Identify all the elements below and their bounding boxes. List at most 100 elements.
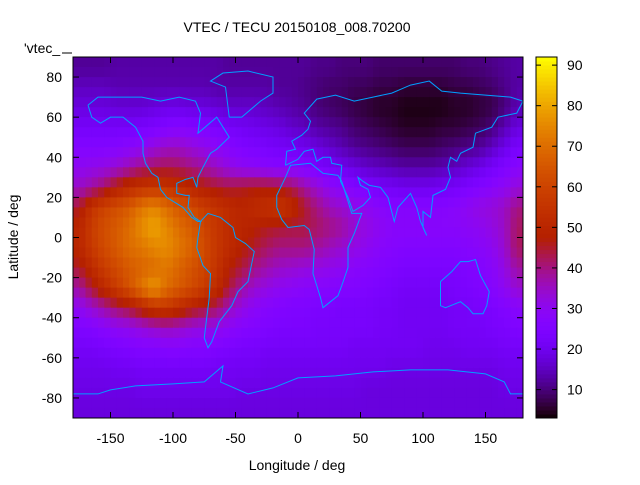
heatmap-cell xyxy=(248,107,255,118)
heatmap-cell xyxy=(173,297,180,309)
heatmap-cell xyxy=(373,367,380,379)
heatmap-cell xyxy=(366,147,374,158)
heatmap-cell xyxy=(266,337,274,349)
heatmap-cell xyxy=(460,127,468,138)
heatmap-cell xyxy=(129,407,136,419)
heatmap-cell xyxy=(485,137,493,148)
heatmap-cell xyxy=(404,407,411,419)
heatmap-cell xyxy=(279,257,286,269)
heatmap-cell xyxy=(348,337,355,349)
heatmap-cell xyxy=(123,337,130,349)
heatmap-cell xyxy=(123,147,130,158)
heatmap-cell xyxy=(73,237,80,249)
heatmap-cell xyxy=(316,237,324,249)
heatmap-cell xyxy=(329,127,336,138)
heatmap-cell xyxy=(291,207,299,218)
heatmap-cell xyxy=(360,277,368,289)
heatmap-cell xyxy=(160,287,168,299)
heatmap-cell xyxy=(154,67,161,78)
heatmap-cell xyxy=(116,247,124,259)
colorbar-segment xyxy=(536,181,557,186)
heatmap-cell xyxy=(198,257,205,269)
heatmap-cell xyxy=(116,407,124,419)
heatmap-cell xyxy=(485,367,493,379)
heatmap-cell xyxy=(504,227,511,238)
heatmap-cell xyxy=(360,57,368,68)
heatmap-cell xyxy=(491,127,499,138)
heatmap-cell xyxy=(479,237,486,249)
heatmap-cell xyxy=(179,167,186,178)
heatmap-cell xyxy=(73,87,80,98)
heatmap-cell xyxy=(323,77,330,88)
heatmap-cell xyxy=(85,137,93,148)
heatmap-cell xyxy=(323,237,330,249)
heatmap-cell xyxy=(160,257,168,269)
heatmap-cell xyxy=(448,157,455,168)
heatmap-cell xyxy=(135,257,143,269)
heatmap-cell xyxy=(116,157,124,168)
heatmap-cell xyxy=(416,367,424,379)
heatmap-cell xyxy=(298,247,305,259)
heatmap-cell xyxy=(329,177,336,188)
heatmap-cell xyxy=(85,217,93,228)
heatmap-cell xyxy=(429,97,436,108)
heatmap-cell xyxy=(241,107,249,118)
heatmap-cell xyxy=(354,407,361,419)
heatmap-cell xyxy=(379,227,386,238)
heatmap-cell xyxy=(379,307,386,319)
heatmap-cell xyxy=(123,87,130,98)
heatmap-cell xyxy=(404,357,411,369)
heatmap-cell xyxy=(123,247,130,259)
heatmap-cell xyxy=(504,307,511,319)
heatmap-cell xyxy=(348,167,355,178)
heatmap-cell xyxy=(241,317,249,329)
heatmap-cell xyxy=(410,177,418,188)
heatmap-cell xyxy=(173,97,180,108)
heatmap-cell xyxy=(410,407,418,419)
heatmap-cell xyxy=(385,167,393,178)
heatmap-cell xyxy=(435,257,443,269)
heatmap-cell xyxy=(123,347,130,359)
heatmap-cell xyxy=(135,277,143,289)
heatmap-cell xyxy=(210,297,218,309)
heatmap-cell xyxy=(223,367,230,379)
heatmap-cell xyxy=(129,217,136,228)
heatmap-cell xyxy=(298,357,305,369)
heatmap-cell xyxy=(348,217,355,228)
heatmap-cell xyxy=(241,167,249,178)
heatmap-cell xyxy=(85,207,93,218)
heatmap-cell xyxy=(429,357,436,369)
heatmap-cell xyxy=(260,277,268,289)
heatmap-cell xyxy=(223,277,230,289)
heatmap-cell xyxy=(310,357,318,369)
heatmap-cell xyxy=(273,227,280,238)
heatmap-cell xyxy=(385,137,393,148)
heatmap-cell xyxy=(398,77,405,88)
heatmap-cell xyxy=(229,147,236,158)
heatmap-cell xyxy=(410,327,418,339)
heatmap-cell xyxy=(110,357,118,369)
heatmap-cell xyxy=(73,367,80,379)
heatmap-cell xyxy=(316,327,324,339)
heatmap-cell xyxy=(341,107,349,118)
heatmap-cell xyxy=(448,207,455,218)
heatmap-cell xyxy=(91,257,99,269)
heatmap-cell xyxy=(279,287,286,299)
heatmap-cell xyxy=(166,237,174,249)
heatmap-cell xyxy=(166,107,174,118)
heatmap-cell xyxy=(216,217,224,228)
heatmap-cell xyxy=(85,367,93,379)
heatmap-cell xyxy=(398,97,405,108)
colorbar-segment xyxy=(536,193,557,198)
heatmap-cell xyxy=(360,397,368,409)
heatmap-cell xyxy=(179,207,186,218)
heatmap-cell xyxy=(316,317,324,329)
heatmap-cell xyxy=(316,67,324,78)
heatmap-cell xyxy=(466,307,474,319)
heatmap-cell xyxy=(129,237,136,249)
heatmap-cell xyxy=(141,337,149,349)
heatmap-cell xyxy=(198,367,205,379)
heatmap-cell xyxy=(385,287,393,299)
heatmap-cell xyxy=(191,157,199,168)
heatmap-cell xyxy=(485,267,493,279)
